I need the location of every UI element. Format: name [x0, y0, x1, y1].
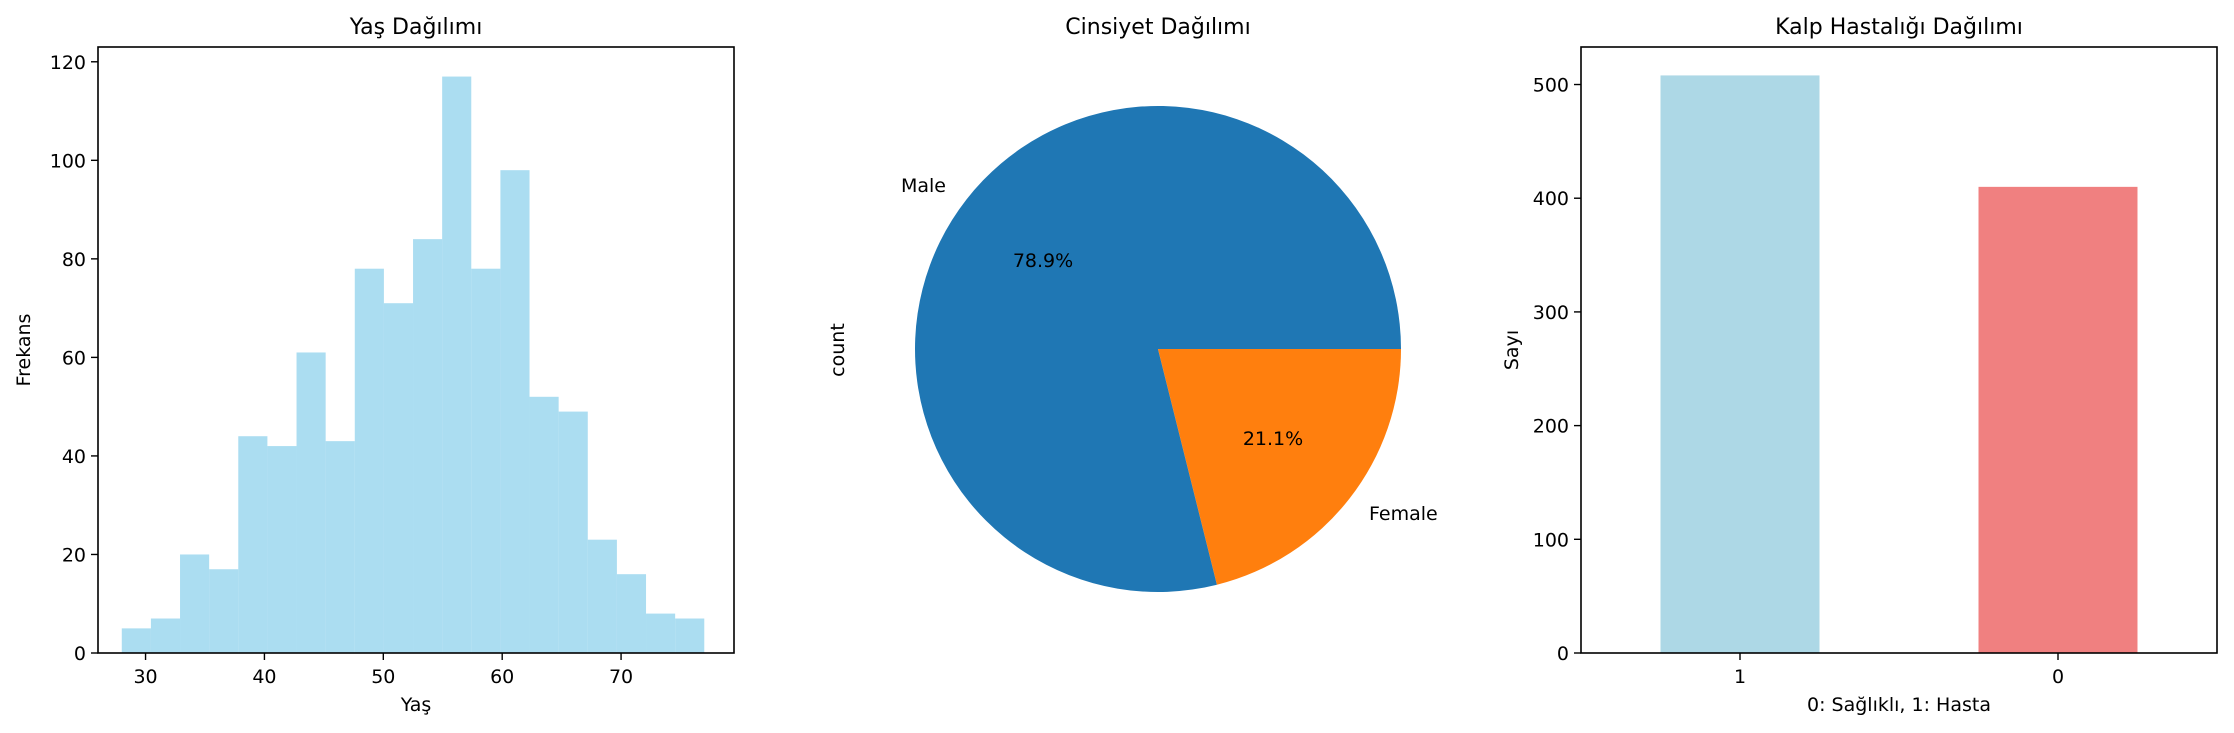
bar-y-tick-label: 100	[1533, 529, 1569, 551]
histogram-bar	[150, 618, 181, 653]
histogram-bar	[442, 76, 472, 653]
histogram-bar	[121, 628, 151, 653]
histogram-bar	[587, 539, 617, 653]
histogram-bar	[354, 268, 384, 653]
histogram-x-tick-label: 70	[609, 666, 633, 688]
histogram-y-tick-label: 40	[62, 446, 86, 468]
histogram-x-tick-label: 60	[490, 666, 514, 688]
pie-pct-male: 78.9%	[1013, 250, 1073, 272]
histogram-x-tick-label: 40	[252, 666, 276, 688]
histogram-bar	[325, 441, 355, 653]
histogram-bar	[675, 618, 705, 653]
histogram-bar	[267, 446, 297, 653]
histogram-bar	[413, 239, 443, 653]
bar-y-tick-label: 200	[1533, 416, 1569, 438]
histogram-y-tick-label: 100	[50, 150, 86, 172]
histogram-bars	[121, 76, 705, 654]
histogram-bar	[471, 268, 501, 653]
histogram-bar	[296, 352, 326, 653]
histogram-bar	[209, 569, 239, 653]
bar-0	[1978, 186, 2138, 653]
bar-y-tick-label: 400	[1533, 188, 1569, 210]
histogram-x-tick-label: 30	[133, 666, 157, 688]
histogram-bar	[529, 396, 559, 653]
histogram-bar	[500, 170, 530, 654]
histogram-y-label: Frekans	[13, 314, 35, 387]
bar-1	[1660, 75, 1820, 653]
bar-rects	[1660, 75, 2138, 653]
pie-slice-male	[914, 105, 1401, 593]
bar-x-tick-label: 1	[1734, 666, 1746, 688]
bar-x-label: 0: Sağlıklı, 1: Hasta	[1807, 694, 1991, 716]
histogram-y-tick-label: 0	[74, 643, 86, 665]
bar-x-tick-label: 0	[2052, 666, 2064, 688]
histogram-bar	[383, 303, 414, 653]
pie-pct-female: 21.1%	[1243, 428, 1303, 450]
histogram-y-tick-label: 60	[62, 347, 86, 369]
histogram-x-tick-label: 50	[371, 666, 395, 688]
bar-y-ticks: 0 100 200 300 400 500	[1533, 75, 1581, 665]
histogram-bar	[616, 574, 647, 653]
histogram-x-label: Yaş	[400, 694, 432, 716]
gender-pie: Cinsiyet Dağılımı count Male Female 78.9…	[827, 15, 1438, 593]
pie-label-male: Male	[901, 175, 946, 197]
pie-label-female: Female	[1369, 503, 1438, 525]
bar-y-tick-label: 0	[1557, 643, 1569, 665]
histogram-y-tick-label: 20	[62, 544, 86, 566]
pie-slice-female	[1158, 349, 1401, 585]
pie-y-label: count	[827, 323, 849, 377]
bar-title: Kalp Hastalığı Dağılımı	[1775, 15, 2023, 40]
histogram-title: Yaş Dağılımı	[349, 15, 483, 40]
histogram-bar	[558, 411, 588, 653]
histogram-y-tick-label: 120	[50, 52, 86, 74]
histogram-x-ticks: 30 40 50 60 70	[133, 653, 633, 688]
histogram-y-tick-label: 80	[62, 249, 86, 271]
histogram-frame	[97, 46, 735, 654]
bar-y-tick-label: 500	[1533, 75, 1569, 97]
bar-y-label: Sayı	[1501, 330, 1523, 370]
histogram-bar	[180, 554, 210, 653]
bar-y-tick-label: 300	[1533, 302, 1569, 324]
histogram-bar	[238, 436, 268, 653]
histogram-bar	[646, 613, 676, 653]
pie-slices	[914, 105, 1401, 593]
bar-frame	[1580, 46, 2218, 654]
histogram-y-ticks: 0 20 40 60 80 100 120	[50, 52, 98, 665]
pie-title: Cinsiyet Dağılımı	[1065, 15, 1250, 40]
